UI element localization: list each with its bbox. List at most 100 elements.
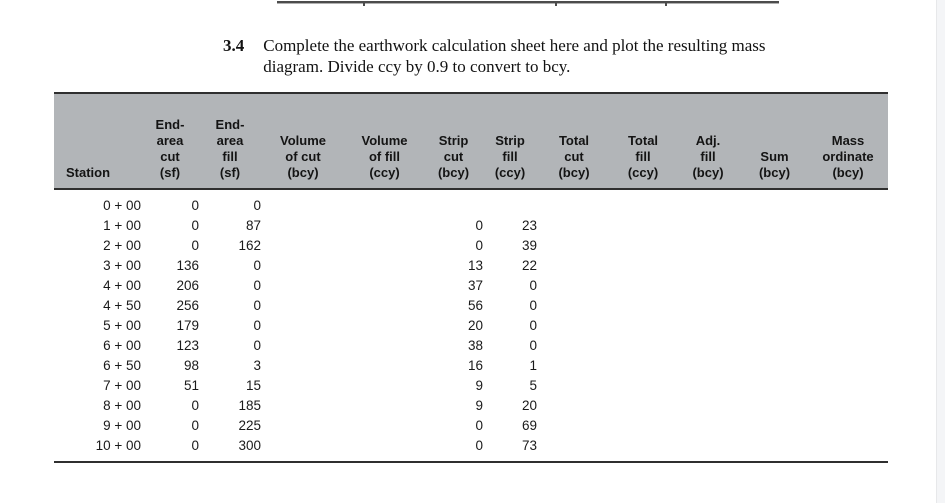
cell-end_area_cut: 0 [191,198,199,213]
cell-end_area_fill: 0 [253,318,261,333]
table-row: 10 + 00 0 300 0 73 [54,436,888,462]
cell-end_area_fill: 0 [253,338,261,353]
cell-volume_of_cut [261,236,345,256]
cell-sum [741,296,808,316]
cell-sum [741,276,808,296]
cell-sum [741,356,808,376]
cell-adj_fill [675,356,741,376]
cell-end_area_cut: 256 [176,298,199,313]
page-right-edge [936,0,945,503]
cell-strip_cut: 0 [475,218,483,233]
cell-mass_ordinate [808,189,888,216]
cell-total_fill [611,376,675,396]
table-row: 6 + 50 98 3 16 1 [54,356,888,376]
cell-strip_cut: 9 [475,378,483,393]
cell-volume_of_cut [261,436,345,462]
cell-total_fill [611,296,675,316]
column-header-strip_fill: Strip fill (ccy) [483,92,537,190]
cell-mass_ordinate [808,416,888,436]
top-rule-tick [363,1,365,6]
top-partial-rule [277,1,779,4]
cell-sum [741,189,808,216]
problem-statement-text: Complete the earthwork calculation sheet… [263,36,766,76]
cell-strip_fill: 5 [529,378,537,393]
cell-adj_fill [675,296,741,316]
table-row: 1 + 00 0 87 0 23 [54,216,888,236]
cell-total_cut [537,436,611,462]
cell-total_fill [611,436,675,462]
cell-sum [741,236,808,256]
cell-volume_of_fill [345,316,424,336]
cell-total_fill [611,356,675,376]
cell-total_cut [537,396,611,416]
cell-strip_fill: 22 [521,258,537,273]
cell-volume_of_fill [345,236,424,256]
cell-station: 0 + 00 [103,198,141,213]
problem-number: 3.4 [223,36,245,55]
cell-adj_fill [675,436,741,462]
column-header-mass_ordinate: Mass ordinate (bcy) [808,92,888,190]
cell-total_cut [537,416,611,436]
cell-strip_cut: 13 [467,258,483,273]
cell-total_fill [611,276,675,296]
cell-station: 9 + 00 [103,418,141,433]
cell-end_area_fill: 0 [253,258,261,273]
cell-total_cut [537,336,611,356]
cell-strip_fill: 69 [521,418,537,433]
cell-station: 4 + 00 [103,278,141,293]
table-row: 8 + 00 0 185 9 20 [54,396,888,416]
cell-volume_of_fill [345,416,424,436]
cell-total_fill [611,396,675,416]
cell-end_area_fill: 0 [253,278,261,293]
table-row: 9 + 00 0 225 0 69 [54,416,888,436]
cell-volume_of_cut [261,296,345,316]
cell-total_cut [537,256,611,276]
column-header-total_fill: Total fill (ccy) [611,92,675,190]
cell-strip_cut [424,189,483,216]
cell-volume_of_cut [261,189,345,216]
table-row: 6 + 00 123 0 38 0 [54,336,888,356]
cell-adj_fill [675,216,741,236]
cell-total_cut [537,189,611,216]
cell-strip_cut: 37 [467,278,483,293]
cell-volume_of_cut [261,216,345,236]
cell-strip_fill: 0 [529,298,537,313]
cell-volume_of_cut [261,416,345,436]
cell-end_area_fill: 0 [253,298,261,313]
cell-end_area_cut: 0 [191,218,199,233]
table-header: Station End- area cut (sf) End- area fill … [54,92,888,190]
cell-end_area_fill: 15 [245,378,261,393]
cell-end_area_fill: 225 [238,418,261,433]
cell-sum [741,216,808,236]
cell-volume_of_cut [261,376,345,396]
cell-strip_fill: 20 [521,398,537,413]
top-rule-tick [555,1,557,6]
problem-statement-block: 3.4 Complete the earthwork calculation s… [223,35,766,77]
table-row: 7 + 00 51 15 9 5 [54,376,888,396]
cell-mass_ordinate [808,296,888,316]
cell-adj_fill [675,336,741,356]
cell-adj_fill [675,316,741,336]
cell-station: 8 + 00 [103,398,141,413]
cell-total_cut [537,376,611,396]
cell-station: 3 + 00 [103,258,141,273]
cell-volume_of_fill [345,436,424,462]
cell-strip_fill: 0 [529,278,537,293]
top-rule-tick [665,1,667,6]
cell-mass_ordinate [808,256,888,276]
cell-strip_fill: 39 [521,238,537,253]
table-row: 0 + 00 0 0 [54,189,888,216]
cell-strip_fill [483,189,537,216]
cell-total_cut [537,296,611,316]
cell-end_area_fill: 87 [245,218,261,233]
cell-volume_of_cut [261,356,345,376]
table-row: 4 + 00 206 0 37 0 [54,276,888,296]
cell-strip_cut: 20 [467,318,483,333]
cell-station: 2 + 00 [103,238,141,253]
earthwork-table-wrapper: Station End- area cut (sf) End- area fill … [54,92,888,463]
cell-end_area_fill: 185 [238,398,261,413]
column-header-sum: Sum (bcy) [741,92,808,190]
cell-strip_fill: 0 [529,318,537,333]
cell-volume_of_cut [261,336,345,356]
